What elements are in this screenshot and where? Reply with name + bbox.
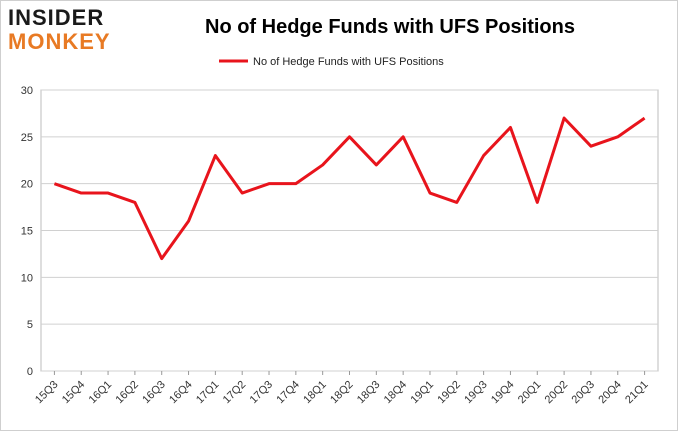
x-tick-label: 17Q3	[248, 379, 276, 407]
x-tick-label: 15Q3	[33, 379, 61, 407]
x-tick-label: 19Q3	[462, 379, 490, 407]
x-tick-label: 21Q1	[623, 379, 651, 407]
legend-label: No of Hedge Funds with UFS Positions	[253, 56, 444, 68]
x-tick-label: 18Q2	[328, 379, 356, 407]
x-tick-label: 20Q2	[543, 379, 571, 407]
x-axis-ticks: 15Q3 15Q4 16Q1 16Q2 16Q3 16Q4 17Q1 17Q2 17Q3 17Q4…	[33, 379, 651, 407]
gridlines	[40, 89, 659, 375]
x-tick-label: 18Q4	[382, 379, 410, 407]
x-tick-label: 17Q1	[194, 379, 222, 407]
x-tick-label: 16Q4	[167, 379, 195, 407]
x-tick-label: 20Q3	[570, 379, 598, 407]
x-tick-label: 18Q3	[355, 379, 383, 407]
y-tick-label: 25	[21, 132, 33, 144]
y-tick-label: 30	[21, 85, 33, 97]
x-tick-label: 19Q1	[409, 379, 437, 407]
x-tick-label: 16Q1	[87, 379, 115, 407]
y-tick-label: 5	[27, 319, 33, 331]
x-tick-label: 16Q2	[113, 379, 141, 407]
y-tick-label: 10	[21, 272, 33, 284]
x-tick-label: 19Q4	[489, 379, 517, 407]
logo-line-1: INSIDER	[8, 5, 105, 30]
chart-title: No of Hedge Funds with UFS Positions	[205, 16, 575, 38]
x-tick-label: 17Q4	[274, 379, 302, 407]
legend: No of Hedge Funds with UFS Positions	[219, 56, 444, 68]
insider-monkey-logo: INSIDER MONKEY	[8, 6, 128, 58]
x-tick-label: 18Q1	[301, 379, 329, 407]
series-layer	[53, 116, 646, 261]
series-line	[53, 116, 646, 261]
logo-line-2: MONKEY	[8, 29, 111, 54]
y-tick-label: 15	[21, 226, 33, 238]
y-tick-label: 0	[27, 366, 33, 378]
x-tick-label: 20Q4	[596, 379, 624, 407]
x-tick-label: 19Q2	[435, 379, 463, 407]
x-tick-label: 16Q3	[140, 379, 168, 407]
x-tick-label: 15Q4	[60, 379, 88, 407]
y-axis-ticks: 0 5 10 15 20 25 30	[21, 85, 33, 378]
x-tick-label: 17Q2	[221, 379, 249, 407]
y-tick-label: 20	[21, 179, 33, 191]
x-tick-label: 20Q1	[516, 379, 544, 407]
